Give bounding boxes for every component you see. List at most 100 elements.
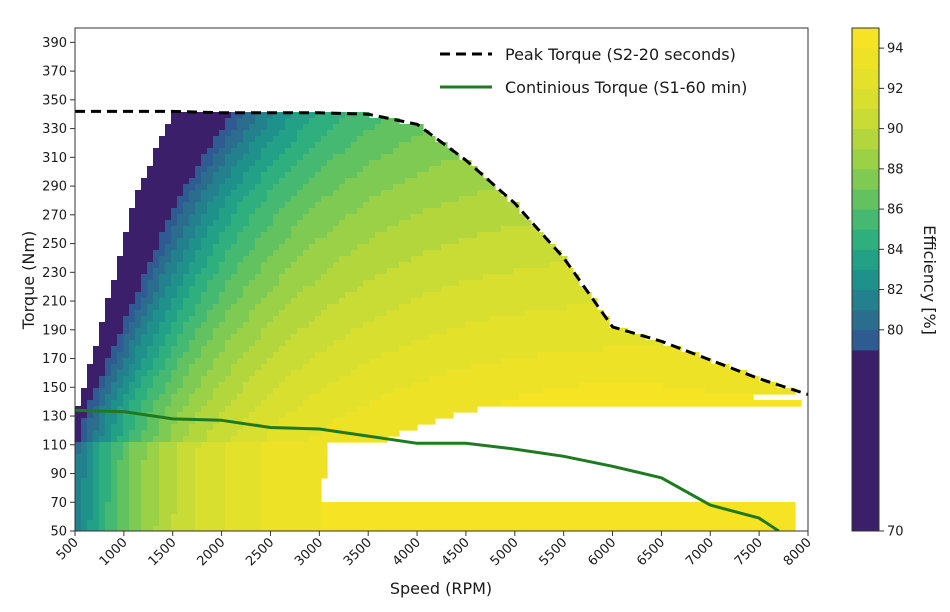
contour-cell [93, 514, 100, 521]
contour-cell [189, 340, 208, 347]
contour-cell [459, 196, 508, 203]
contour-cell [183, 352, 202, 359]
contour-cell [285, 118, 310, 125]
contour-cell [177, 286, 190, 293]
contour-cell [255, 244, 280, 251]
contour-cell [261, 232, 292, 239]
contour-cell [87, 412, 94, 419]
contour-cell [135, 316, 142, 323]
contour-cell [393, 388, 544, 395]
contour-cell [117, 340, 124, 347]
contour-cell [129, 496, 142, 503]
contour-cell [111, 472, 118, 479]
contour-cell [129, 208, 172, 215]
contour-cell [213, 196, 226, 203]
contour-cell [123, 376, 136, 383]
contour-cell [201, 244, 214, 251]
contour-cell [189, 238, 202, 245]
contour-cell [129, 370, 136, 377]
x-tick-label: 7000 [683, 535, 717, 569]
contour-cell [105, 430, 112, 437]
contour-cell [117, 274, 142, 281]
contour-cell [207, 280, 226, 287]
contour-cell [243, 352, 274, 359]
contour-cell [153, 250, 166, 257]
contour-cell [279, 274, 322, 281]
contour-cell [291, 370, 352, 377]
contour-cell [81, 478, 94, 485]
x-axis-label: Speed (RPM) [390, 579, 492, 598]
contour-cell [141, 430, 160, 437]
contour-cell [207, 400, 232, 407]
contour-cell [117, 352, 130, 359]
contour-cell [171, 400, 190, 407]
contour-cell [81, 502, 94, 509]
contour-cell [225, 346, 250, 353]
contour-cell [255, 274, 280, 281]
contour-cell [189, 424, 214, 431]
contour-cell [321, 520, 796, 527]
colorbar-tick-label: 92 [887, 82, 904, 97]
contour-cell [207, 340, 226, 347]
contour-cell [87, 430, 94, 437]
contour-cell [135, 292, 148, 299]
contour-cell [171, 304, 184, 311]
contour-cell [201, 352, 220, 359]
contour-cell [165, 220, 178, 227]
contour-cell [501, 226, 538, 233]
contour-cell [177, 508, 196, 515]
contour-cell [195, 514, 226, 521]
contour-cell [135, 298, 142, 305]
colorbar-band [852, 148, 879, 170]
contour-cell [177, 484, 196, 491]
contour-cell [93, 412, 100, 419]
contour-cell [189, 268, 202, 275]
contour-cell [183, 184, 196, 191]
contour-cell [153, 406, 166, 413]
contour-cell [357, 364, 472, 371]
contour-cell [99, 484, 112, 491]
contour-cell [339, 220, 400, 227]
contour-cell [303, 364, 358, 371]
contour-cell [81, 394, 94, 401]
contour-cell [93, 430, 106, 437]
contour-cell [135, 394, 148, 401]
plot-border [74, 27, 809, 532]
contour-cell [123, 448, 130, 455]
contour-cell [183, 250, 196, 257]
contour-cell [141, 478, 160, 485]
contour-cell [141, 382, 154, 389]
contour-cell [285, 304, 328, 311]
contour-cell [225, 280, 250, 287]
contour-cell [309, 244, 358, 251]
contour-cell [195, 202, 208, 209]
contour-cell [237, 238, 256, 245]
x-axis: 500 1000 1500 2000 2500 3000 3500 4000 4500 5000 5… [54, 531, 815, 569]
contour-cell [183, 190, 190, 197]
contour-cell [471, 364, 730, 371]
contour-cell [195, 520, 226, 527]
contour-cell [243, 172, 262, 179]
contour-cell [105, 418, 118, 425]
contour-cell [159, 262, 166, 269]
contour-cell [195, 490, 226, 497]
contour-cell [381, 352, 538, 359]
x-tick-label: 6000 [585, 535, 619, 569]
contour-cell [165, 292, 178, 299]
contour-cell [183, 382, 202, 389]
contour-cell [423, 250, 562, 257]
contour-cell [351, 370, 448, 377]
contour-cell [159, 328, 172, 335]
contour-cell [141, 316, 154, 323]
contour-cell [345, 148, 394, 155]
contour-cell [195, 208, 208, 215]
contour-cell [237, 160, 256, 167]
contour-cell [399, 262, 550, 269]
contour-cell [117, 406, 130, 413]
contour-cell [129, 520, 142, 527]
contour-cell [165, 406, 184, 413]
contour-cell [285, 268, 328, 275]
contour-cell [219, 322, 244, 329]
contour-cell [153, 358, 166, 365]
contour-cell [99, 340, 118, 347]
